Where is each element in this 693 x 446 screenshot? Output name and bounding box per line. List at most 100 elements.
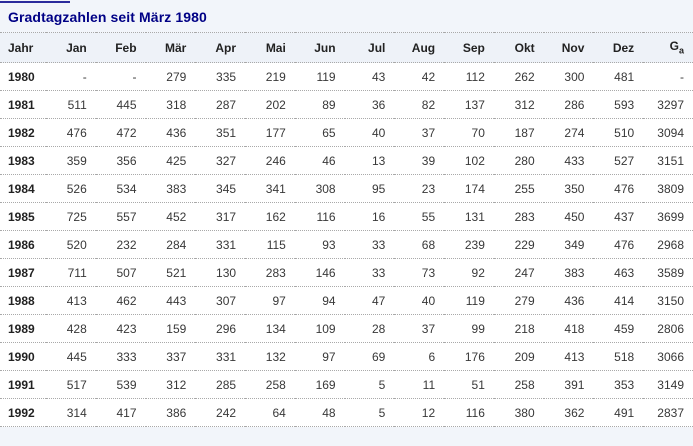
column-header-dez: Dez [593, 32, 644, 63]
table-row-1992: 1992 314 417 386 242 64 48 5 12 116 380 362 491 2837 [0, 398, 693, 427]
value-cell: 333 [95, 342, 146, 371]
table-head: Jahr Jan Feb Mär Apr Mai Jun Jul Aug Sep Okt Nov Dez… [0, 32, 693, 63]
value-cell: 386 [145, 398, 196, 427]
value-cell: 527 [593, 146, 644, 175]
value-cell: 423 [95, 314, 146, 343]
year-cell: 1992 [0, 398, 46, 427]
column-header-label: Feb [115, 40, 137, 55]
value-cell: 349 [543, 230, 594, 259]
table-row-1991: 1991 517 539 312 285 258 169 5 11 51 258 391 353 3149 [0, 370, 693, 399]
value-cell: 308 [294, 174, 345, 203]
value-cell: 68 [394, 230, 445, 259]
value-cell: 33 [344, 258, 395, 287]
year-cell: 1983 [0, 146, 46, 175]
value-cell: 511 [46, 90, 96, 119]
column-header-nov: Nov [543, 32, 594, 63]
column-header-jun: Jun [294, 32, 345, 63]
table-row-1987: 1987 711 507 521 130 283 146 33 73 92 247 383 463 358… [0, 258, 693, 287]
value-cell: 491 [593, 398, 644, 427]
table-row-1983: 1983 359 356 425 327 246 46 13 39 102 280 433 527 315… [0, 146, 693, 175]
value-cell: 452 [145, 202, 196, 231]
value-cell: 476 [593, 174, 644, 203]
value-cell: 279 [145, 62, 196, 91]
value-cell: 436 [543, 286, 594, 315]
value-cell: 94 [294, 286, 345, 315]
value-cell: 16 [344, 202, 395, 231]
value-cell: 450 [543, 202, 594, 231]
value-cell: 246 [245, 146, 295, 175]
value-cell: - [643, 62, 693, 91]
value-cell: 2968 [643, 230, 693, 259]
value-cell: 507 [95, 258, 146, 287]
value-cell: 169 [294, 370, 345, 399]
value-cell: 232 [95, 230, 146, 259]
top-accent-line [0, 1, 70, 3]
value-cell: 39 [394, 146, 445, 175]
value-cell: 43 [344, 62, 395, 91]
value-cell: 279 [493, 286, 544, 315]
value-cell: 40 [344, 118, 395, 147]
year-cell: 1988 [0, 286, 46, 315]
value-cell: - [95, 62, 146, 91]
column-header-label: Dez [612, 40, 635, 55]
value-cell: 286 [543, 90, 594, 119]
column-header-mai: Mai [245, 32, 295, 63]
value-cell: 3589 [643, 258, 693, 287]
column-header-label: Jul [368, 40, 386, 55]
year-cell: 1981 [0, 90, 46, 119]
value-cell: 3809 [643, 174, 693, 203]
value-cell: 287 [195, 90, 246, 119]
column-header-label: Jun [314, 40, 336, 55]
value-cell: 413 [543, 342, 594, 371]
value-cell: 433 [543, 146, 594, 175]
value-cell: 116 [294, 202, 345, 231]
value-cell: 539 [95, 370, 146, 399]
value-cell: 229 [493, 230, 544, 259]
value-cell: 69 [344, 342, 395, 371]
value-cell: 55 [394, 202, 445, 231]
value-cell: 341 [245, 174, 295, 203]
column-header-label: Aug [411, 40, 436, 55]
value-cell: 255 [493, 174, 544, 203]
value-cell: 119 [444, 286, 494, 315]
value-cell: 317 [195, 202, 246, 231]
year-cell: 1987 [0, 258, 46, 287]
value-cell: 93 [294, 230, 345, 259]
table-row-1985: 1985 725 557 452 317 162 116 16 55 131 283 450 437 36… [0, 202, 693, 231]
column-header-jahr: Jahr [0, 32, 46, 63]
column-header-label: Okt [514, 40, 535, 55]
value-cell: 162 [245, 202, 295, 231]
table-header-row: Jahr Jan Feb Mär Apr Mai Jun Jul Aug Sep Okt Nov Dez… [0, 32, 693, 63]
table-row-1988: 1988 413 462 443 307 97 94 47 40 119 279 436 414 3150 [0, 286, 693, 315]
value-cell: 459 [593, 314, 644, 343]
value-cell: 70 [444, 118, 494, 147]
column-header-label: Apr [215, 40, 237, 55]
value-cell: 362 [543, 398, 594, 427]
value-cell: 337 [145, 342, 196, 371]
value-cell: 510 [593, 118, 644, 147]
value-cell: 417 [95, 398, 146, 427]
value-cell: 443 [145, 286, 196, 315]
value-cell: 159 [145, 314, 196, 343]
value-cell: 109 [294, 314, 345, 343]
value-cell: 102 [444, 146, 494, 175]
value-cell: 82 [394, 90, 445, 119]
value-cell: 518 [593, 342, 644, 371]
year-cell: 1985 [0, 202, 46, 231]
table-row-1984: 1984 526 534 383 345 341 308 95 23 174 255 350 476 38… [0, 174, 693, 203]
value-cell: 48 [294, 398, 345, 427]
value-cell: 351 [195, 118, 246, 147]
table-row-1982: 1982 476 472 436 351 177 65 40 37 70 187 274 510 3094 [0, 118, 693, 147]
value-cell: 476 [46, 118, 96, 147]
column-header-subscript: a [678, 45, 684, 56]
value-cell: 134 [245, 314, 295, 343]
value-cell: 380 [493, 398, 544, 427]
value-cell: 47 [344, 286, 395, 315]
column-header-label: Mai [265, 40, 286, 55]
value-cell: 73 [394, 258, 445, 287]
value-cell: 327 [195, 146, 246, 175]
table-row-1986: 1986 520 232 284 331 115 93 33 68 239 229 349 476 296… [0, 230, 693, 259]
value-cell: 3066 [643, 342, 693, 371]
value-cell: 130 [195, 258, 246, 287]
value-cell: 3150 [643, 286, 693, 315]
